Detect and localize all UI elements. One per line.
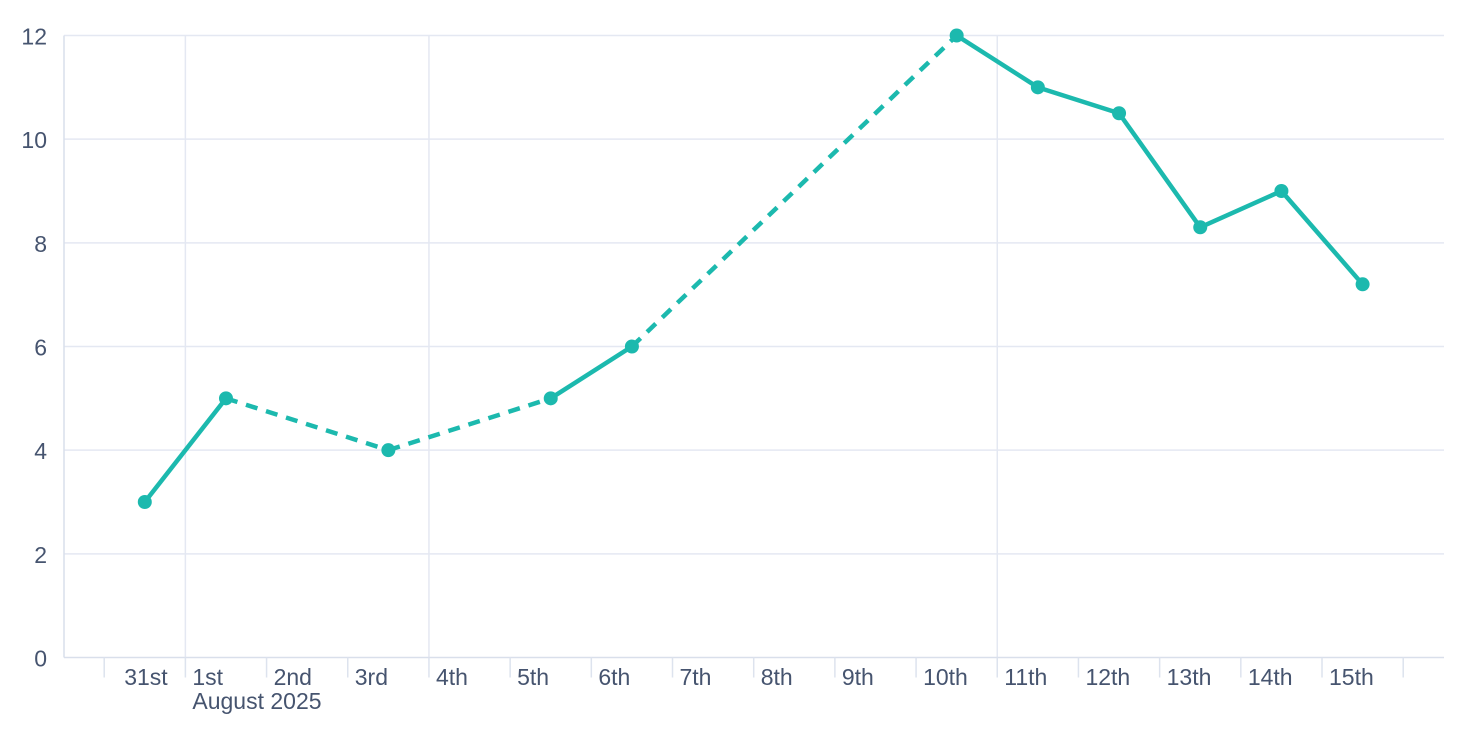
series-segment-solid <box>142 396 229 505</box>
x-axis-label: 2nd <box>274 664 312 690</box>
series-segment-solid <box>548 344 635 401</box>
data-point[interactable] <box>624 339 639 354</box>
data-point[interactable] <box>543 391 558 406</box>
series-segment-solid <box>1279 188 1365 287</box>
x-axis-label: 14th <box>1248 664 1293 690</box>
y-axis-label: 0 <box>34 646 47 672</box>
y-axis-label: 6 <box>34 335 47 361</box>
x-axis-label: 10th <box>923 664 968 690</box>
data-point[interactable] <box>137 495 152 509</box>
y-axis-label: 12 <box>21 24 47 50</box>
data-point[interactable] <box>1030 80 1045 95</box>
series-segment-dashed <box>225 396 390 453</box>
series-segment-solid <box>1035 85 1122 116</box>
y-axis-label: 10 <box>21 127 47 153</box>
x-axis-label: 4th <box>436 664 468 690</box>
series-segment-solid <box>1116 111 1203 230</box>
data-point[interactable] <box>1355 277 1370 292</box>
x-axis-label: 13th <box>1167 664 1212 690</box>
x-axis-label: 12th <box>1085 664 1130 690</box>
y-axis-label: 8 <box>34 231 47 257</box>
y-axis-label: 4 <box>34 438 47 464</box>
x-axis-label: 15th <box>1329 664 1374 690</box>
x-axis-label: 11th <box>1004 664 1047 690</box>
x-axis-label: 7th <box>680 664 712 690</box>
x-axis-label: 9th <box>842 664 874 690</box>
data-point[interactable] <box>218 391 233 406</box>
series-segment-solid <box>1197 188 1284 230</box>
x-axis-label: 8th <box>761 664 793 690</box>
y-axis-label: 2 <box>34 542 47 568</box>
data-point[interactable] <box>1193 220 1208 235</box>
series-segment-dashed <box>387 396 552 453</box>
series-segment-solid <box>954 33 1041 90</box>
series-segment-dashed <box>630 33 959 349</box>
x-axis-label: 31st <box>124 664 168 690</box>
x-axis-label: 5th <box>517 664 549 690</box>
x-axis-label: 3rd <box>355 664 388 690</box>
data-point[interactable] <box>949 28 964 43</box>
data-point[interactable] <box>1274 184 1289 198</box>
x-axis-label: 1st <box>192 664 223 690</box>
data-point[interactable] <box>381 443 396 458</box>
data-point[interactable] <box>1112 106 1127 121</box>
month-label: August 2025 <box>192 688 321 714</box>
x-axis-label: 6th <box>598 664 630 690</box>
